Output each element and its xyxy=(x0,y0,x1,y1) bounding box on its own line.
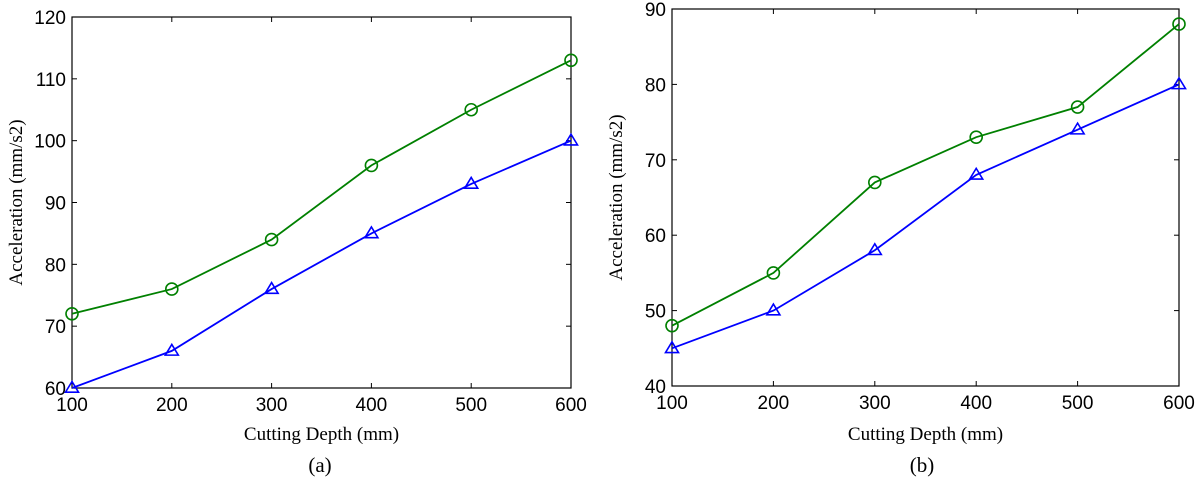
y-tick-label: 110 xyxy=(36,70,66,91)
data-point xyxy=(765,302,782,316)
y-tick-label: 70 xyxy=(645,151,666,172)
data-point xyxy=(64,379,80,394)
y-tick-label: 60 xyxy=(645,226,666,247)
series-line xyxy=(671,23,1180,327)
y-tick-label: 80 xyxy=(45,255,66,276)
y-tick-label: 90 xyxy=(45,194,66,215)
y-axis-label: Acceleration (mm/s2) xyxy=(6,119,27,285)
y-tick-label: 40 xyxy=(645,377,666,398)
data-point xyxy=(364,158,379,173)
data-point xyxy=(463,175,480,189)
data-point xyxy=(263,281,280,295)
x-tick-label: 400 xyxy=(356,395,388,416)
data-point xyxy=(163,342,180,356)
y-tick-label: 100 xyxy=(34,132,66,153)
y-tick-label: 80 xyxy=(645,75,666,96)
data-point xyxy=(968,166,985,180)
chart-b: 100 200 300 400 500 600 40 50 60 70 80 90 Cutting De… xyxy=(606,0,1195,477)
y-tick-label: 90 xyxy=(645,0,666,21)
y-tick-label: 70 xyxy=(45,317,66,338)
data-point xyxy=(866,242,883,256)
y-tick-label: 50 xyxy=(645,302,666,323)
x-tick-label: 200 xyxy=(156,395,188,416)
x-tick-label: 400 xyxy=(960,393,992,414)
data-point xyxy=(1171,76,1187,90)
x-tick-label: 200 xyxy=(758,393,790,414)
data-point xyxy=(969,130,984,144)
x-axis-label: Cutting Depth (mm) xyxy=(848,424,1003,445)
data-point xyxy=(65,306,79,321)
x-tick-label: 100 xyxy=(656,393,688,414)
y-tick-label: 60 xyxy=(45,379,66,400)
data-point xyxy=(363,225,380,239)
data-point xyxy=(665,318,679,333)
data-point xyxy=(1172,17,1186,31)
data-point xyxy=(1069,121,1086,135)
x-tick-label: 600 xyxy=(555,395,587,416)
data-point xyxy=(867,175,882,190)
y-axis-label: Acceleration (mm/s2) xyxy=(606,114,627,280)
x-tick-label: 300 xyxy=(256,395,288,416)
chart-a: 100 200 300 400 500 600 60 70 80 90 100 110 120 Cutti… xyxy=(6,8,587,477)
data-point xyxy=(766,266,781,280)
data-point xyxy=(564,53,578,68)
series-line xyxy=(71,139,572,389)
data-point xyxy=(563,132,579,146)
data-point xyxy=(1070,100,1085,114)
x-tick-label: 600 xyxy=(1163,393,1195,414)
chart-caption: (b) xyxy=(910,453,935,477)
x-axis-label: Cutting Depth (mm) xyxy=(244,424,399,445)
x-tick-label: 300 xyxy=(859,393,891,414)
data-point xyxy=(165,282,179,296)
data-point xyxy=(664,340,680,354)
x-tick-label: 100 xyxy=(56,395,88,416)
series-line xyxy=(671,83,1180,350)
plot-frame xyxy=(671,8,1180,387)
data-point xyxy=(264,232,279,247)
x-tick-label: 500 xyxy=(1062,393,1094,414)
x-tick-label: 500 xyxy=(455,395,487,416)
data-point xyxy=(464,102,479,117)
y-tick-label: 120 xyxy=(34,8,66,29)
chart-caption: (a) xyxy=(308,453,331,477)
series-line xyxy=(71,59,572,315)
